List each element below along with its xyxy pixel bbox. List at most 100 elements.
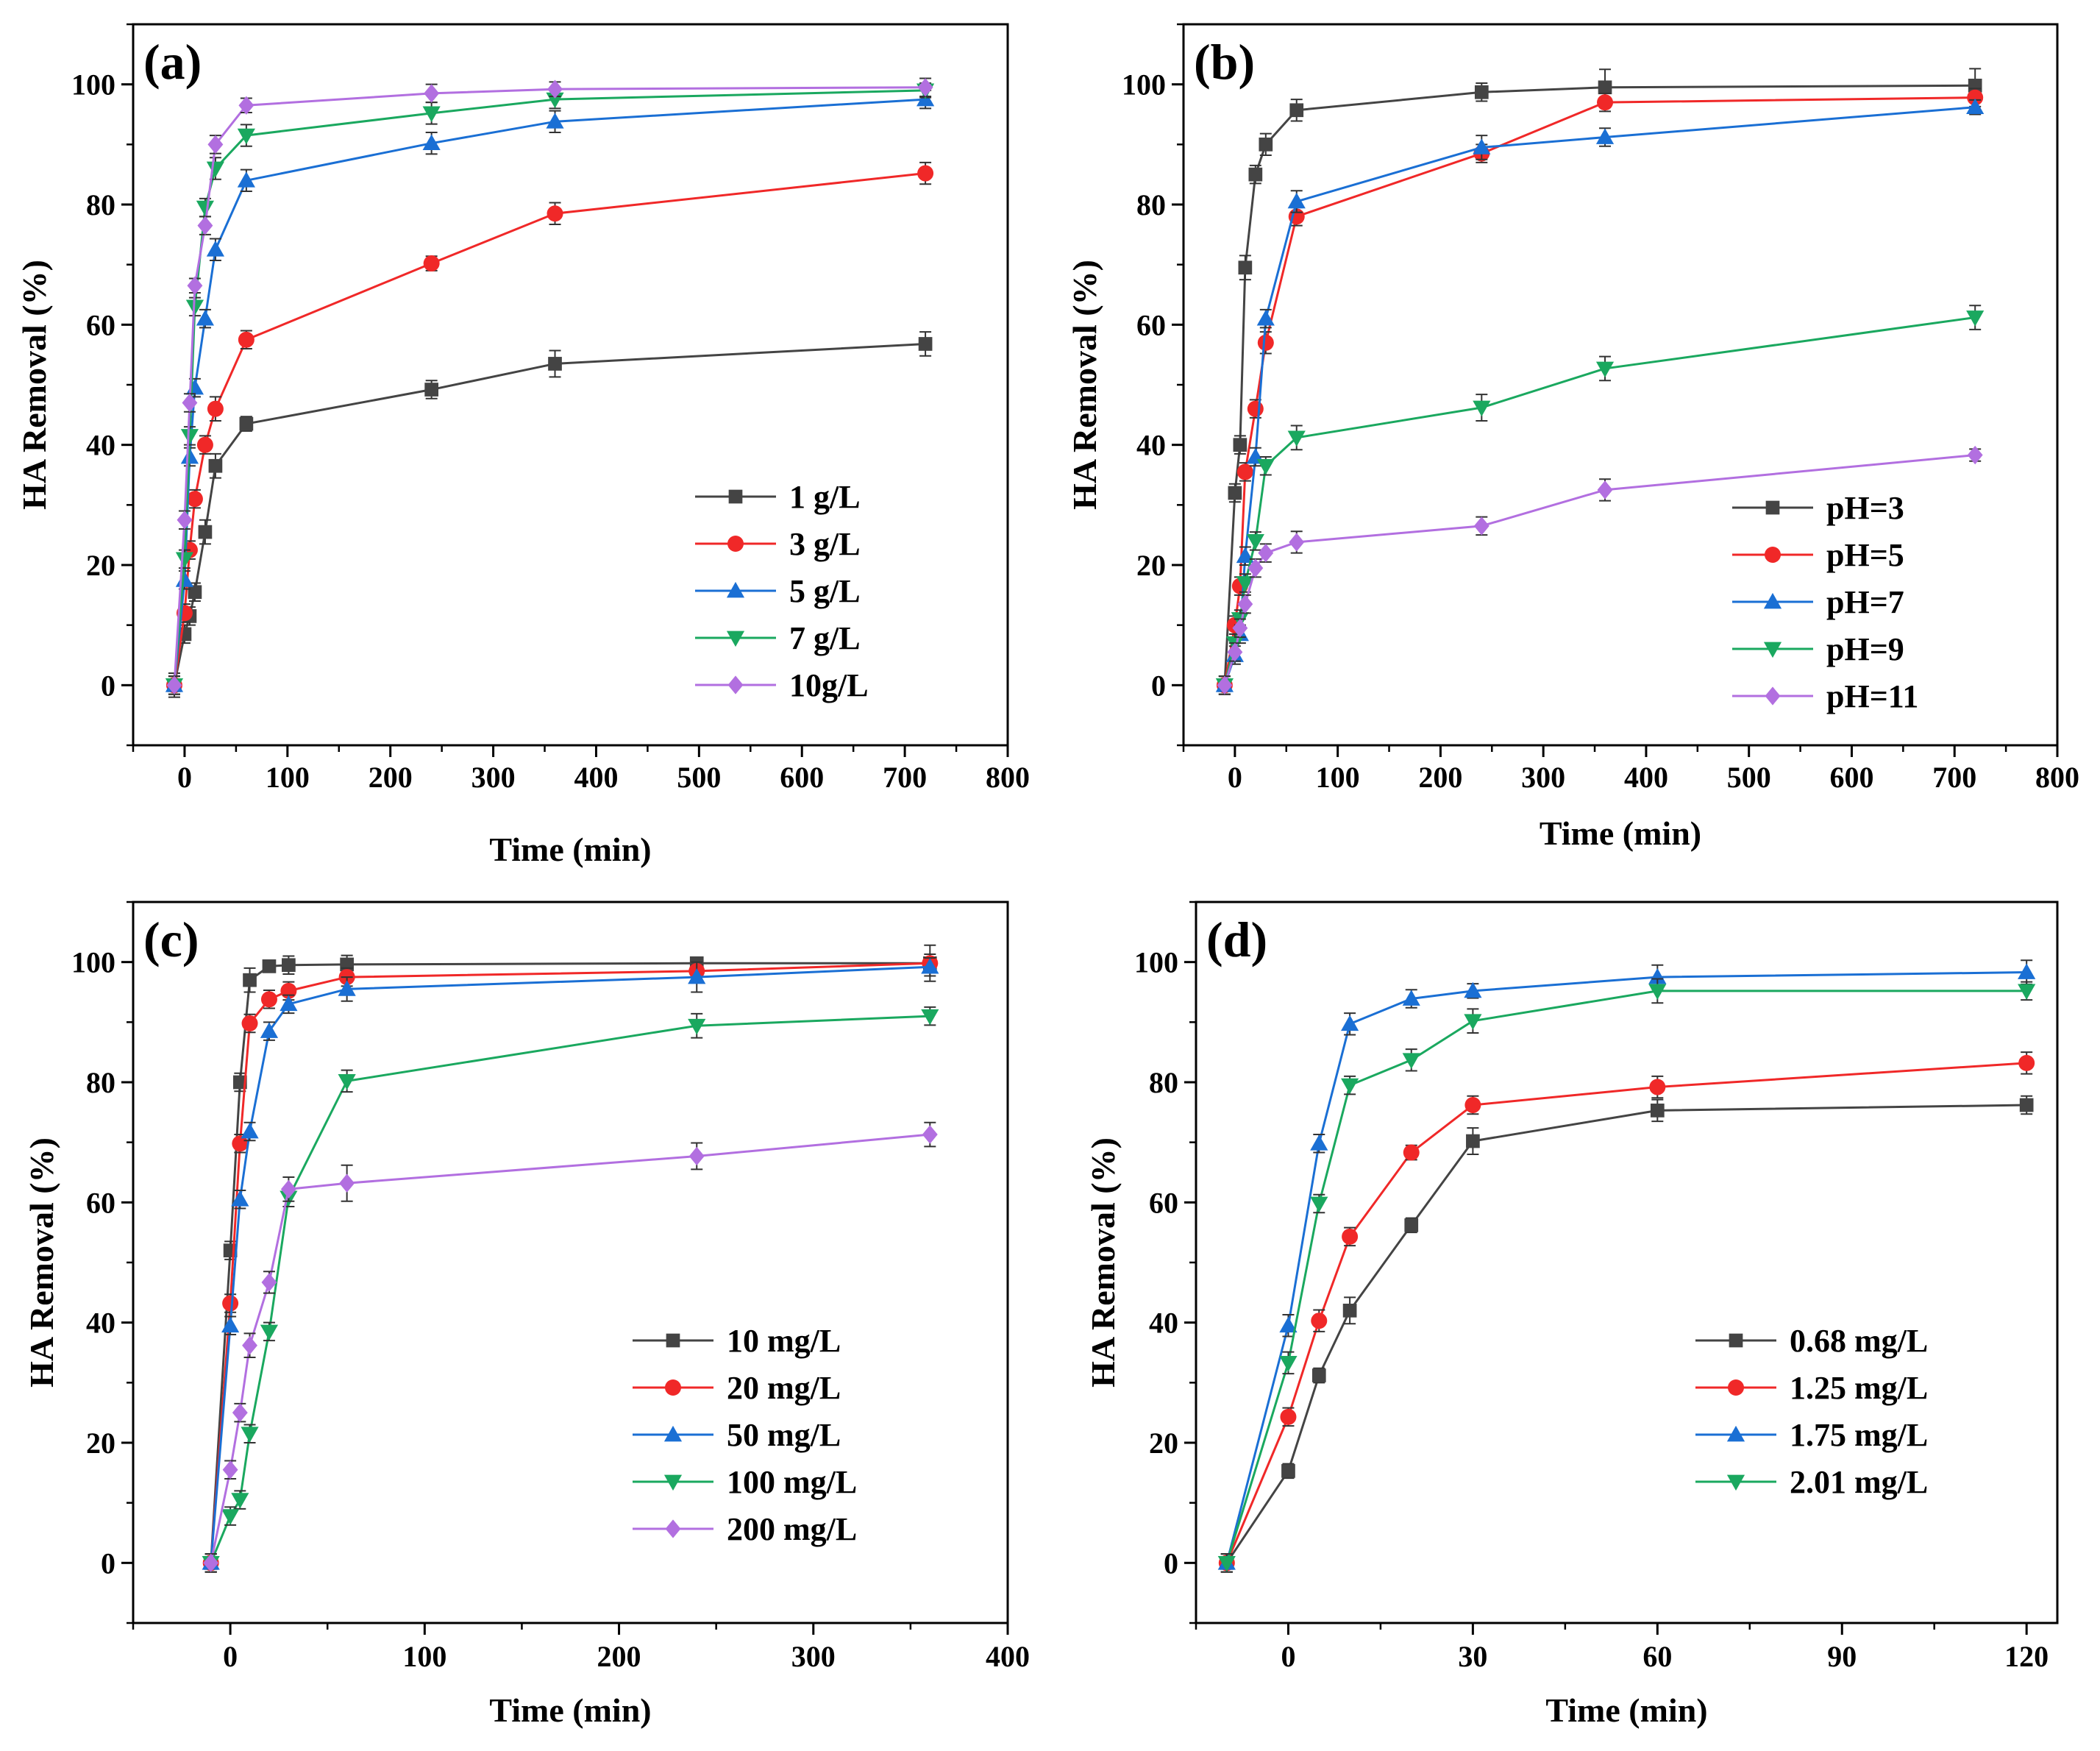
legend-label: 200 mg/L [727, 1511, 857, 1547]
y-axis-title: HA Removal (%) [1084, 1137, 1122, 1388]
data-point [1649, 1079, 1666, 1095]
legend-label: 1 g/L [789, 479, 861, 515]
x-tick-label: 300 [471, 761, 516, 794]
data-point [2018, 984, 2036, 1000]
legend-item: pH=7 [1732, 584, 1904, 620]
data-point [1403, 1144, 1420, 1161]
data-point [1648, 984, 1667, 1000]
x-tick-label: 800 [2035, 761, 2079, 794]
data-point [1342, 1303, 1357, 1318]
legend-marker [663, 1425, 683, 1442]
panel-d: 0 30 60 90 120 0 20 40 60 80 100 Time (min) HA Remov… [1084, 901, 2059, 1729]
data-point [208, 458, 223, 473]
data-point [917, 165, 934, 182]
x-tick-label: 100 [1316, 761, 1360, 794]
legend-label: pH=11 [1826, 678, 1918, 714]
data-point [1311, 1368, 1326, 1382]
data-point [237, 128, 255, 145]
legend-label: pH=5 [1826, 537, 1904, 573]
legend-label: 1.25 mg/L [1790, 1370, 1928, 1406]
y-tick-label: 60 [1136, 308, 1166, 341]
data-point [1473, 138, 1491, 154]
data-point [1595, 361, 1615, 378]
data-point [232, 1075, 247, 1090]
legend-item: 3 g/L [695, 526, 861, 562]
legend-label: 7 g/L [789, 620, 861, 656]
data-point [242, 1336, 257, 1355]
data-point [1279, 1316, 1298, 1333]
y-tick-label: 80 [1149, 1066, 1178, 1099]
series-3-g-l [165, 161, 934, 695]
data-point [1248, 167, 1263, 182]
panel-label: (d) [1206, 912, 1267, 967]
legend-item: pH=9 [1732, 631, 1904, 667]
data-point [175, 571, 194, 587]
legend-item: 100 mg/L [633, 1464, 857, 1500]
legend-item: pH=5 [1732, 537, 1904, 573]
panel-label: (b) [1194, 34, 1255, 90]
data-point [241, 1122, 259, 1139]
data-point [1341, 1078, 1359, 1095]
x-tick-label: 0 [1228, 761, 1242, 794]
data-point [186, 491, 203, 508]
data-point [1217, 1555, 1236, 1572]
data-point [262, 959, 277, 973]
y-tick-label: 0 [1151, 669, 1166, 702]
data-point [922, 1125, 938, 1144]
data-point [243, 973, 257, 987]
series-10g-l [166, 77, 933, 695]
y-tick-label: 20 [86, 549, 115, 582]
legend-marker [666, 1333, 680, 1348]
data-point [231, 1493, 249, 1509]
data-point [688, 1018, 706, 1035]
x-tick-label: 500 [1727, 761, 1771, 794]
data-point [2018, 963, 2036, 979]
y-tick-label: 40 [86, 1307, 115, 1340]
data-point [921, 958, 939, 974]
legend-marker [1728, 1379, 1744, 1396]
data-point [1228, 486, 1242, 500]
legend-marker [1763, 592, 1782, 609]
data-point [688, 967, 706, 984]
data-point [207, 400, 224, 417]
legend-marker [1765, 500, 1780, 515]
x-tick-label: 120 [2004, 1640, 2049, 1673]
data-point [547, 205, 563, 222]
data-point [547, 79, 563, 99]
data-point [1258, 544, 1274, 563]
data-point [338, 1074, 356, 1090]
data-point [175, 552, 194, 568]
y-tick-label: 40 [1149, 1307, 1178, 1340]
legend-marker [726, 581, 745, 598]
x-tick-label: 0 [223, 1640, 238, 1673]
data-point [422, 134, 441, 151]
series-1.25-mg-l [1218, 1051, 2035, 1573]
legend-marker [727, 536, 744, 552]
data-point [197, 216, 213, 235]
data-point [198, 525, 213, 539]
y-tick-label: 0 [1164, 1546, 1178, 1580]
data-point [338, 980, 356, 996]
data-point [1310, 1134, 1328, 1151]
data-point [185, 378, 204, 395]
data-point [1402, 1053, 1420, 1069]
data-point [1464, 1014, 1482, 1030]
legend-item: 50 mg/L [633, 1417, 841, 1453]
data-point [688, 1146, 705, 1166]
data-point [424, 84, 440, 103]
legend-marker [1765, 547, 1781, 563]
x-tick-label: 700 [1932, 761, 1976, 794]
data-point [221, 1316, 240, 1333]
legend-item: pH=3 [1732, 490, 1904, 526]
data-point [206, 161, 225, 178]
data-point [182, 393, 198, 413]
data-point [1236, 576, 1254, 592]
legend-marker [665, 1519, 681, 1538]
data-point [239, 416, 254, 431]
y-tick-label: 20 [86, 1427, 115, 1460]
data-point [1967, 445, 1983, 465]
legend-label: 3 g/L [789, 526, 861, 562]
legend-item: 200 mg/L [633, 1511, 857, 1547]
data-point [2019, 1098, 2034, 1112]
data-point [180, 429, 199, 445]
